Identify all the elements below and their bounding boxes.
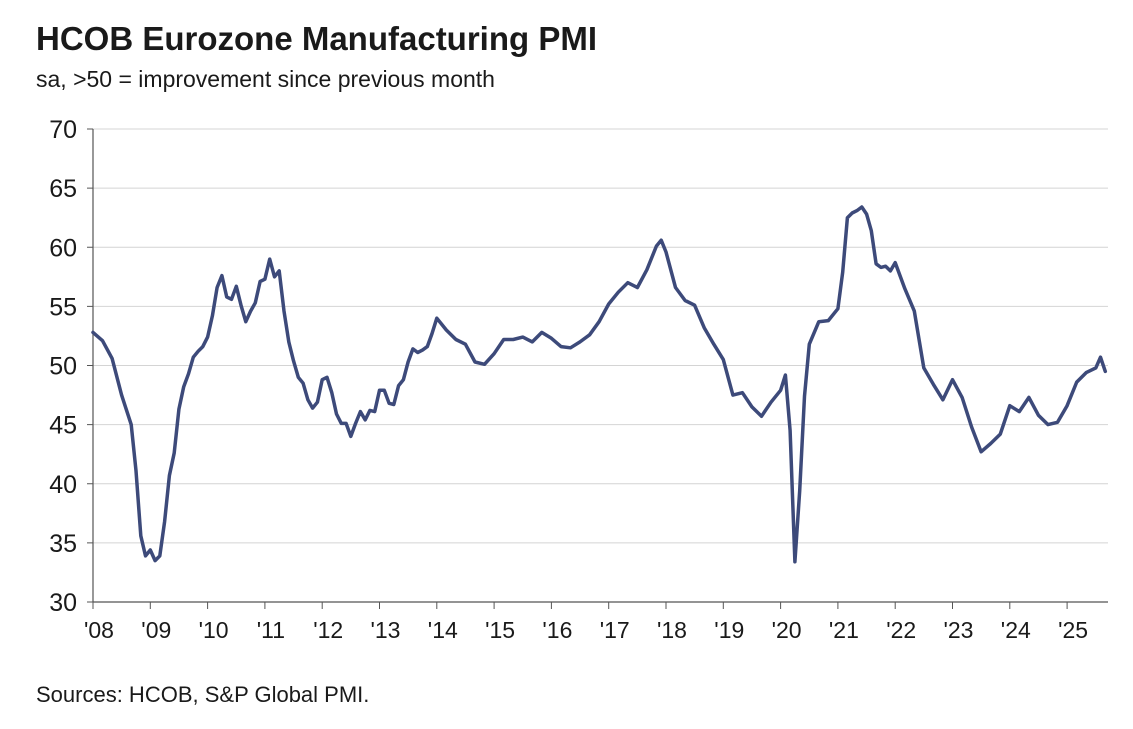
chart-title: HCOB Eurozone Manufacturing PMI [36, 20, 597, 57]
x-tick-label: '17 [600, 617, 630, 643]
gridlines [93, 128, 1108, 544]
x-tick-label: '23 [944, 617, 974, 643]
x-tick-label: '16 [542, 617, 572, 643]
y-tick-label: 50 [49, 353, 77, 381]
x-tick-label: '12 [313, 617, 343, 643]
x-tick-label: '09 [141, 617, 171, 643]
x-tick-label: '22 [886, 617, 916, 643]
chart-subtitle: sa, >50 = improvement since previous mon… [36, 66, 495, 92]
y-tick-label: 60 [49, 234, 77, 262]
pmi-series-line [91, 205, 1108, 564]
x-tick-label: '10 [199, 617, 229, 643]
series-layer [91, 205, 1108, 564]
source-note: Sources: HCOB, S&P Global PMI. [36, 682, 370, 707]
x-tick-label: '21 [829, 617, 859, 643]
x-tick-label: '18 [657, 617, 687, 643]
x-tick-label: '15 [485, 617, 515, 643]
x-tick-label: '14 [428, 617, 458, 643]
x-tick-label: '13 [371, 617, 401, 643]
x-axis: '08 '09 '10 '11 '12 '13 '14 '15 '16 '17 '18 '19 '20 '… [84, 601, 1108, 643]
x-tick-label: '19 [714, 617, 744, 643]
y-tick-label: 45 [49, 412, 77, 440]
x-tick-label: '24 [1001, 617, 1031, 643]
y-tick-label: 70 [49, 116, 77, 144]
x-tick-label: '08 [84, 617, 114, 643]
x-tick-label: '20 [772, 617, 802, 643]
x-tick-label: '25 [1058, 617, 1088, 643]
y-axis: 30 35 40 45 50 55 60 65 70 [49, 116, 94, 617]
y-tick-label: 55 [49, 293, 77, 321]
y-tick-label: 40 [49, 471, 77, 499]
x-tick-label: '11 [257, 617, 285, 643]
y-tick-label: 65 [49, 175, 77, 203]
y-tick-label: 35 [49, 530, 77, 558]
y-tick-label: 30 [49, 589, 77, 617]
